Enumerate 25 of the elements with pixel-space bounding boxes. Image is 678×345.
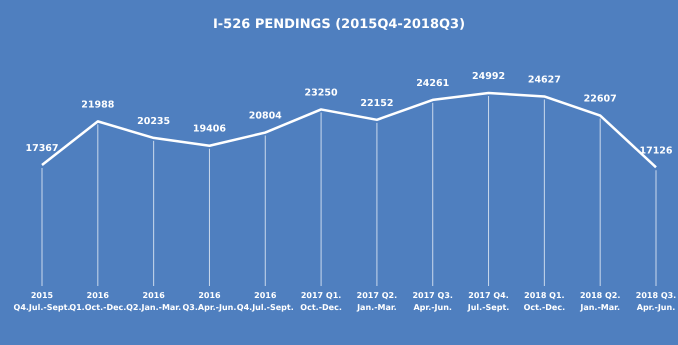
chart-title: I-526 PENDINGS (2015Q4-2018Q3): [212, 17, 466, 32]
data-label: 17367: [25, 143, 59, 154]
data-label: 22607: [584, 94, 617, 105]
x-tick-label: 2016 Q1.Oct.-Dec.: [69, 291, 126, 312]
data-label: 20235: [137, 116, 170, 127]
data-label: 22152: [360, 98, 394, 109]
data-label: 21988: [81, 99, 115, 110]
data-label: 24992: [472, 71, 506, 82]
x-tick-label: 2015 Q4.Jul.-Sept.: [14, 291, 70, 312]
x-tick-label: 2018 Q2. Jan.-Mar.: [579, 291, 620, 312]
data-label: 20804: [248, 110, 282, 122]
x-tick-label: 2016 Q3.Apr.-Jun.: [182, 291, 236, 312]
x-tick-label: 2017 Q4. Jul.-Sept.: [466, 291, 510, 312]
x-tick-label: 2018 Q1. Oct.-Dec.: [524, 291, 566, 312]
x-tick-label: 2017 Q1. Oct.-Dec.: [300, 291, 342, 312]
data-label: 23250: [304, 87, 338, 98]
x-tick-label: 2018 Q3. Apr.-Jun.: [636, 291, 676, 312]
data-label: 17126: [639, 145, 673, 156]
x-tick-label: 2017 Q3. Apr.-Jun.: [412, 291, 453, 312]
data-label: 24627: [528, 74, 561, 86]
x-tick-label: 2017 Q2. Jan.-Mar.: [356, 291, 398, 312]
x-tick-label: 2016 Q4.Jul.-Sept.: [236, 291, 294, 312]
data-label: 24261: [416, 78, 450, 89]
data-label: 19406: [192, 124, 226, 135]
x-tick-label: 2016 Q2.Jan.-Mar.: [126, 291, 182, 312]
